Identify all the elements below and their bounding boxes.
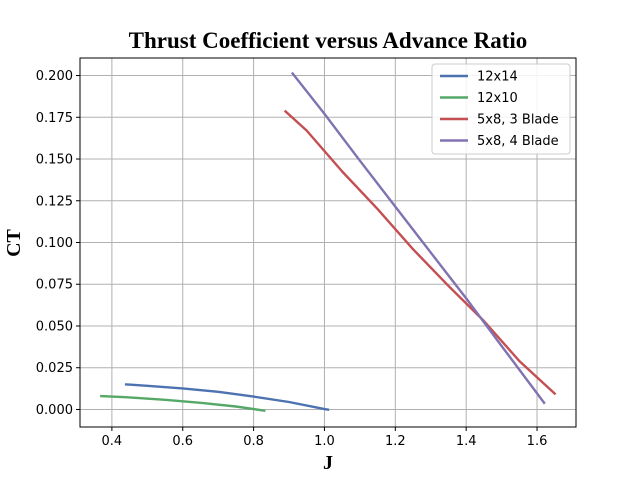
series-line: [124, 383, 330, 411]
x-tick-label: 0.4: [102, 434, 123, 449]
legend-label: 12x14: [477, 70, 518, 85]
y-tick-label: 0.175: [36, 111, 73, 126]
series-line: [283, 109, 557, 396]
x-tick-label: 1.4: [456, 434, 477, 449]
legend-label: 5x8, 4 Blade: [477, 134, 559, 149]
x-tick-label: 1.6: [527, 434, 548, 449]
legend-box: [431, 63, 571, 155]
y-tick-label: 0.050: [36, 319, 73, 334]
y-tick-label: 0.125: [36, 194, 73, 209]
series-line: [290, 71, 546, 405]
x-axis-ticks: 0.4 0.6 0.8 1.0 1.2 1.4 1.6: [102, 427, 548, 449]
series-line: [100, 394, 266, 412]
x-tick-label: 1.2: [385, 434, 406, 449]
y-tick-label: 0.025: [36, 361, 73, 376]
x-tick-label: 1.0: [314, 434, 335, 449]
y-axis-label: CT: [3, 228, 25, 256]
y-axis-ticks: 0.000 0.025 0.050 0.075 0.100 0.125 0.150 0.175…: [36, 69, 80, 418]
y-tick-label: 0.100: [36, 236, 73, 251]
x-tick-label: 0.6: [172, 434, 193, 449]
legend: 12x14 12x10 5x8, 3 Blade 5x8, 4 Blade: [431, 63, 571, 155]
legend-label: 5x8, 3 Blade: [477, 113, 559, 128]
x-tick-label: 0.8: [243, 434, 264, 449]
y-tick-label: 0.075: [36, 278, 73, 293]
y-tick-label: 0.150: [36, 153, 73, 168]
y-tick-label: 0.000: [36, 403, 73, 418]
series-lines: [100, 71, 557, 412]
chart-title: Thrust Coefficient versus Advance Ratio: [129, 28, 528, 53]
x-axis-label: J: [323, 452, 333, 474]
legend-label: 12x10: [477, 91, 518, 106]
y-tick-label: 0.200: [36, 69, 73, 84]
